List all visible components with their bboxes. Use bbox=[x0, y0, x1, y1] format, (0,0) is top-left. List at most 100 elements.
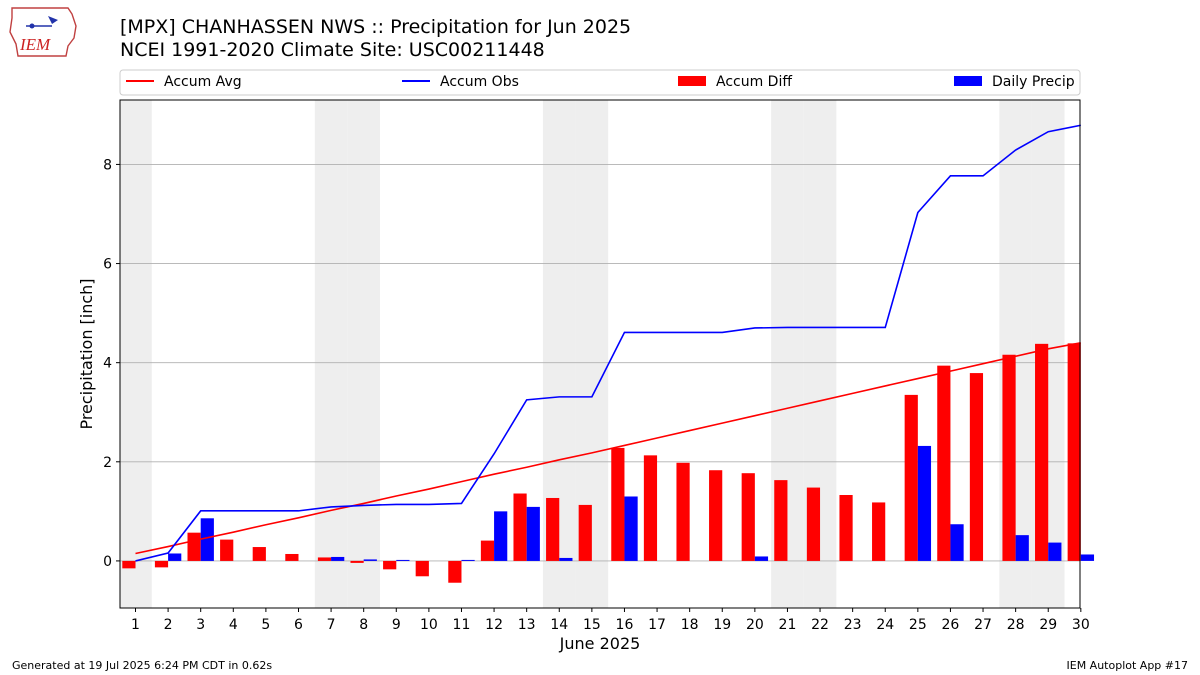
daily-precip-bar bbox=[331, 556, 345, 561]
accum-obs-line bbox=[135, 124, 1081, 562]
accum-diff-bar bbox=[513, 493, 527, 561]
y-tick-label: 8 bbox=[103, 157, 112, 173]
x-tick-label: 15 bbox=[583, 617, 601, 633]
x-tick-label: 25 bbox=[909, 617, 927, 633]
accum-diff-bar bbox=[448, 560, 462, 583]
accum-diff-bar bbox=[480, 540, 495, 561]
accum-diff-bar bbox=[709, 470, 723, 561]
accum-diff-bar bbox=[546, 497, 560, 561]
x-tick-label: 16 bbox=[616, 617, 634, 633]
accum-diff-bar bbox=[937, 365, 951, 561]
legend-accum-diff-swatch bbox=[678, 76, 706, 86]
accum-diff-bar bbox=[969, 373, 984, 561]
weekend-shade bbox=[120, 100, 152, 608]
accum-avg-line bbox=[135, 342, 1081, 555]
chart-subtitle: NCEI 1991-2020 Climate Site: USC00211448 bbox=[120, 39, 545, 61]
daily-precip-bar bbox=[494, 511, 508, 561]
legend-accum-obs-label: Accum Obs bbox=[440, 74, 519, 90]
weekend-shade bbox=[314, 100, 348, 608]
x-tick-label: 13 bbox=[518, 617, 536, 633]
x-tick-label: 8 bbox=[359, 617, 368, 633]
daily-precip-bar bbox=[1048, 542, 1062, 561]
accum-diff-bar bbox=[187, 532, 201, 561]
accum-diff-bar bbox=[122, 560, 136, 569]
y-axis-label: Precipitation [inch] bbox=[77, 278, 96, 429]
accum-diff-bar bbox=[1067, 343, 1081, 561]
daily-precip-bar bbox=[950, 524, 964, 561]
daily-precip-bar bbox=[559, 557, 573, 561]
legend-box bbox=[119, 69, 1081, 96]
legend-daily-precip: Daily Precip bbox=[954, 74, 1075, 90]
x-tick-label: 17 bbox=[648, 617, 666, 633]
accum-diff-bar bbox=[350, 560, 364, 563]
accum-diff-bar bbox=[578, 504, 592, 561]
accum-diff-bar bbox=[220, 539, 234, 561]
accum-diff-bar bbox=[611, 447, 625, 561]
generated-timestamp: Generated at 19 Jul 2025 6:24 PM CDT in … bbox=[12, 659, 273, 672]
accum-diff-bar bbox=[839, 495, 853, 561]
daily-precip-bar bbox=[1080, 554, 1095, 561]
x-tick-label: 2 bbox=[164, 617, 173, 633]
accum-diff-bar bbox=[285, 553, 299, 561]
accum-diff-bar bbox=[1035, 343, 1049, 561]
x-tick-label: 1 bbox=[131, 617, 140, 633]
daily-precip-bar bbox=[1015, 535, 1029, 561]
daily-precip-bar bbox=[754, 556, 769, 561]
y-tick-label: 4 bbox=[103, 356, 112, 372]
svg-text:IEM: IEM bbox=[19, 35, 51, 54]
accum-diff-bar bbox=[774, 480, 788, 561]
accum-diff-bar bbox=[904, 394, 918, 561]
x-tick-label: 11 bbox=[453, 617, 471, 633]
x-tick-label: 14 bbox=[550, 617, 568, 633]
x-tick-label: 29 bbox=[1039, 617, 1057, 633]
x-tick-label: 5 bbox=[261, 617, 270, 633]
accum-diff-bar bbox=[1002, 354, 1016, 561]
accum-diff-bar bbox=[872, 502, 886, 561]
accum-diff-bar bbox=[806, 487, 821, 561]
accum-diff-bar bbox=[317, 557, 332, 561]
accum-diff-bar bbox=[154, 560, 169, 568]
weekend-shade bbox=[347, 100, 380, 608]
plot-frame bbox=[119, 99, 1081, 609]
daily-precip-bar bbox=[168, 553, 182, 561]
legend-accum-obs: Accum Obs bbox=[402, 74, 519, 90]
y-tick-label: 6 bbox=[103, 257, 112, 273]
legend-accum-avg: Accum Avg bbox=[126, 74, 242, 90]
app-credit: IEM Autoplot App #17 bbox=[1066, 659, 1189, 672]
daily-precip-bar bbox=[396, 559, 410, 561]
accum-diff-bar bbox=[415, 560, 429, 577]
x-tick-label: 22 bbox=[811, 617, 829, 633]
legend-daily-precip-swatch bbox=[954, 76, 982, 86]
legend-accum-diff-label: Accum Diff bbox=[716, 74, 792, 90]
daily-precip-bar bbox=[624, 496, 638, 561]
x-tick-label: 28 bbox=[1007, 617, 1025, 633]
accum-diff-bar bbox=[252, 547, 266, 561]
x-tick-label: 20 bbox=[746, 617, 764, 633]
x-tick-label: 7 bbox=[327, 617, 336, 633]
accum-diff-bar bbox=[383, 560, 397, 570]
x-tick-label: 9 bbox=[392, 617, 401, 633]
x-tick-label: 3 bbox=[196, 617, 205, 633]
x-tick-label: 4 bbox=[229, 617, 238, 633]
x-tick-label: 27 bbox=[974, 617, 992, 633]
daily-precip-bar bbox=[461, 559, 475, 561]
x-tick-label: 26 bbox=[942, 617, 960, 633]
x-tick-label: 12 bbox=[485, 617, 503, 633]
daily-precip-bar bbox=[363, 559, 377, 561]
x-tick-label: 19 bbox=[713, 617, 731, 633]
x-tick-label: 23 bbox=[844, 617, 862, 633]
y-tick-label: 0 bbox=[103, 554, 112, 570]
x-tick-label: 30 bbox=[1072, 617, 1090, 633]
daily-precip-bar bbox=[200, 518, 214, 561]
iem-logo: IEM bbox=[6, 4, 82, 60]
x-tick-label: 6 bbox=[294, 617, 303, 633]
legend-accum-diff: Accum Diff bbox=[678, 74, 792, 90]
daily-precip-bar bbox=[917, 445, 932, 561]
accum-diff-bar bbox=[643, 455, 658, 561]
x-tick-label: 18 bbox=[681, 617, 699, 633]
accum-diff-bar bbox=[676, 462, 690, 561]
accum-diff-bar bbox=[741, 473, 755, 561]
legend-daily-precip-label: Daily Precip bbox=[992, 74, 1075, 90]
y-tick-label: 2 bbox=[103, 455, 112, 471]
